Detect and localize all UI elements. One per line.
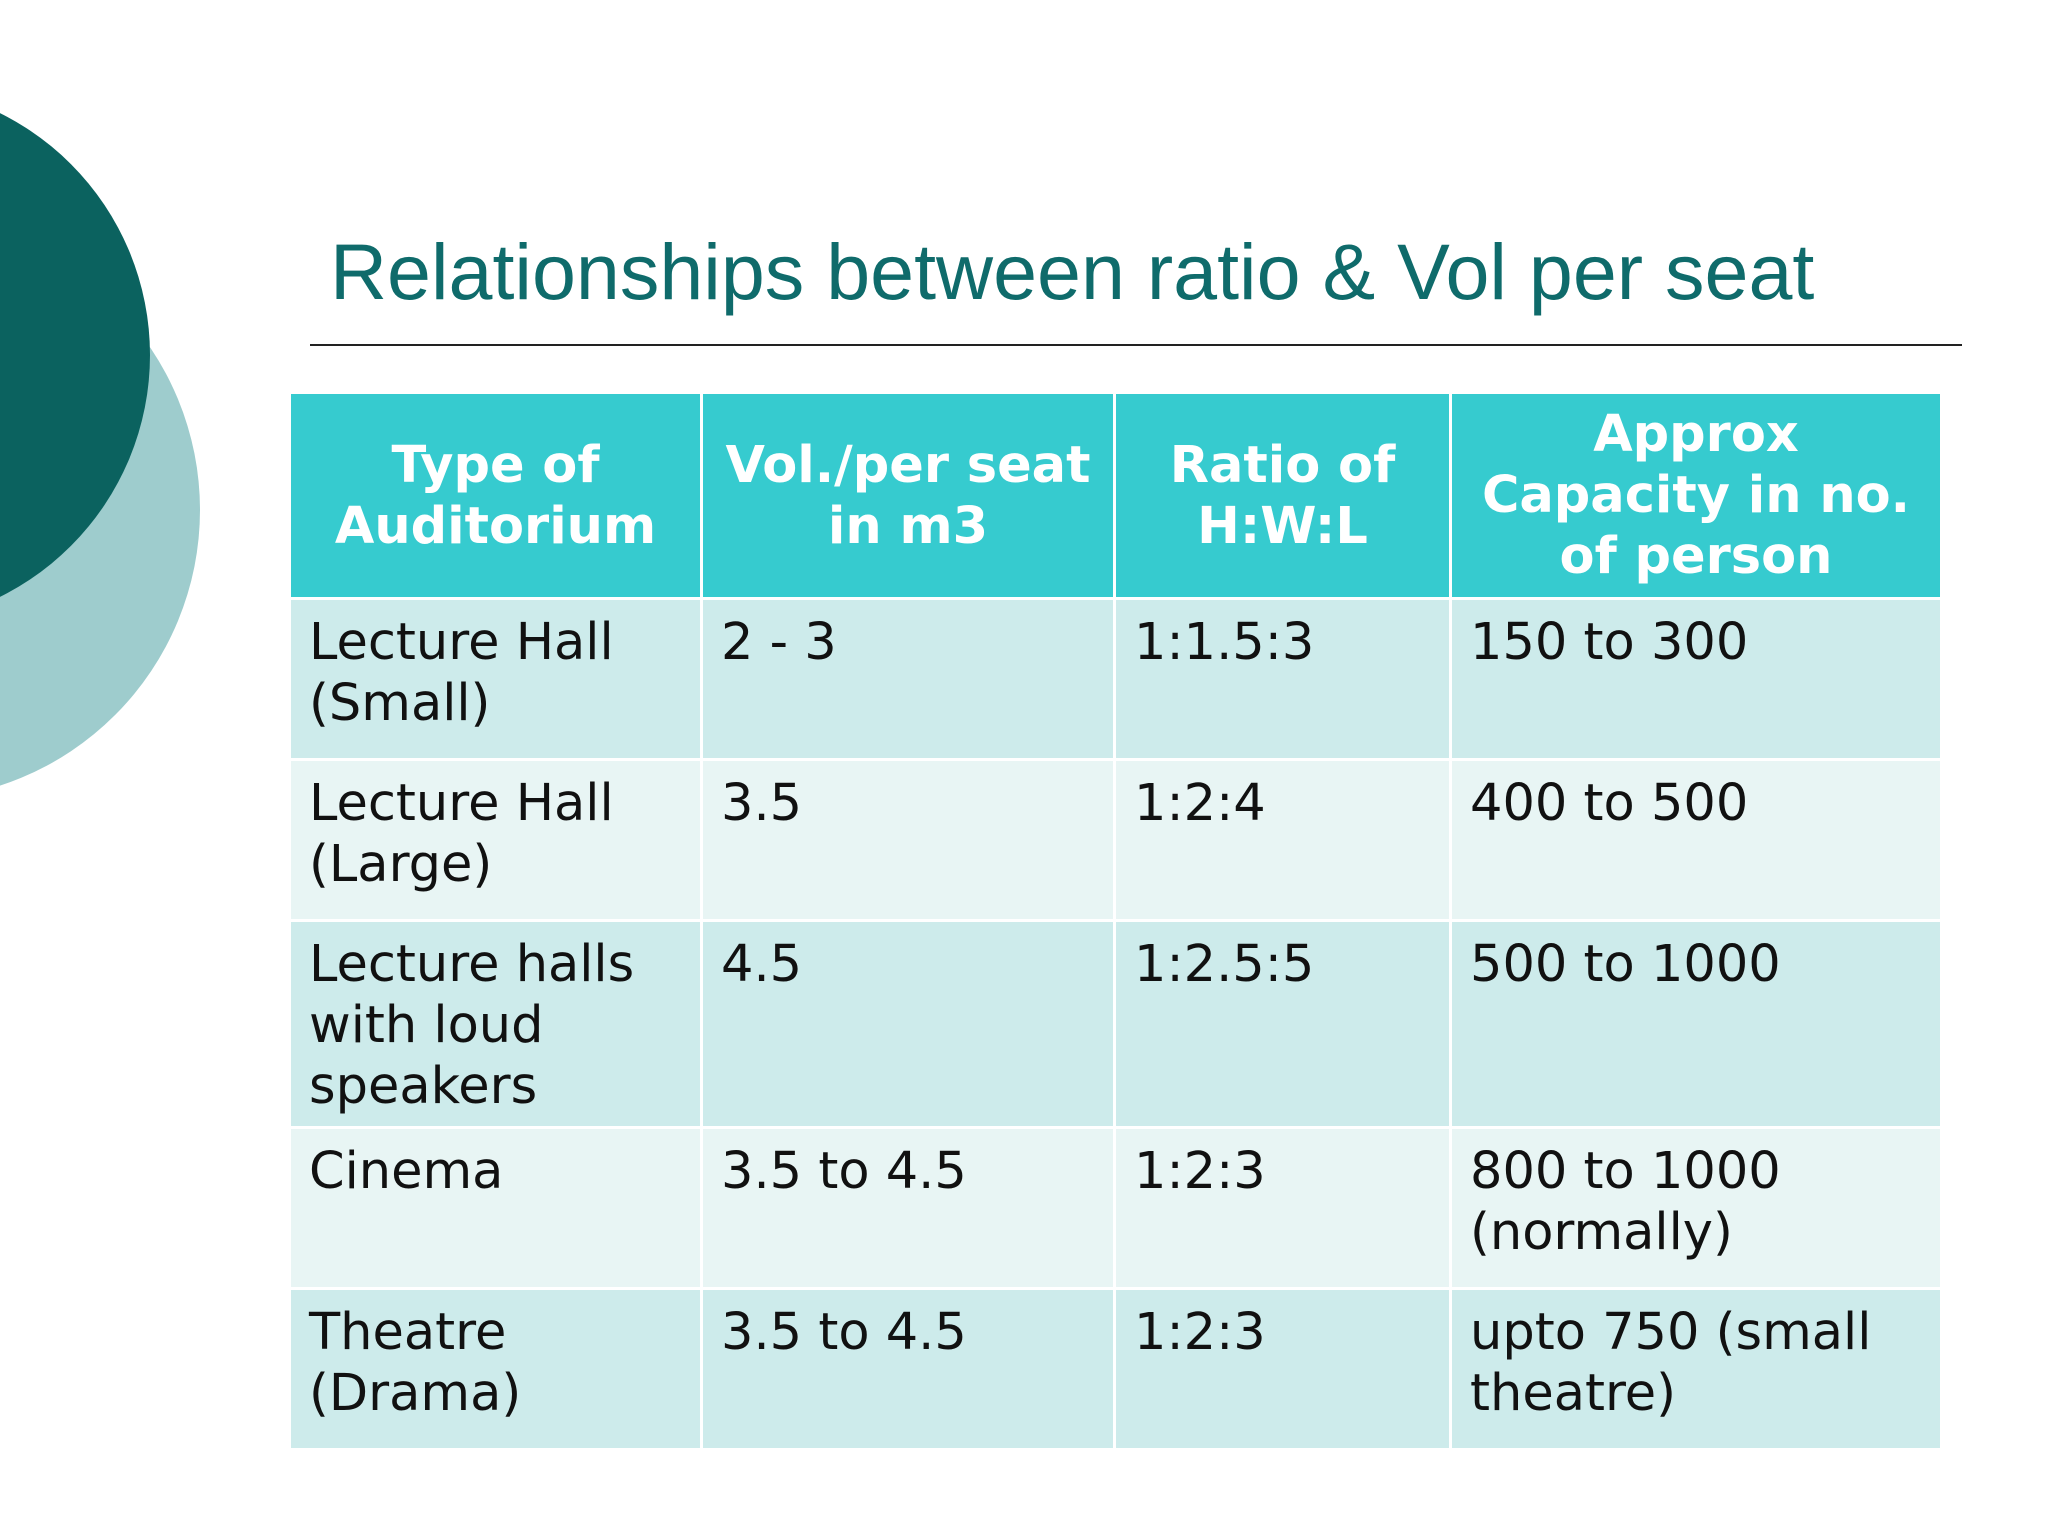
- header-vol-per-seat: Vol./per seat in m3: [700, 391, 1116, 600]
- cell-capacity: 400 to 500: [1449, 758, 1943, 922]
- slide-title: Relationships between ratio & Vol per se…: [330, 227, 1815, 316]
- cell-capacity: upto 750 (small theatre): [1449, 1287, 1943, 1451]
- header-approx-capacity: Approx Capacity in no. of person: [1449, 391, 1943, 600]
- dark-teal-circle: [0, 113, 150, 597]
- cell-type: Lecture Hall (Small): [288, 597, 703, 761]
- table-row: Lecture Hall (Large) 3.5 1:2:4 400 to 50…: [288, 758, 1943, 922]
- cell-vol: 3.5 to 4.5: [700, 1287, 1116, 1451]
- table-row: Lecture halls with loud speakers 4.5 1:2…: [288, 919, 1943, 1129]
- cell-capacity: 800 to 1000 (normally): [1449, 1126, 1943, 1290]
- cell-vol: 3.5 to 4.5: [700, 1126, 1116, 1290]
- table-row: Theatre (Drama) 3.5 to 4.5 1:2:3 upto 75…: [288, 1287, 1943, 1451]
- auditorium-table: Type of Auditorium Vol./per seat in m3 R…: [288, 391, 1943, 1451]
- table-row: Cinema 3.5 to 4.5 1:2:3 800 to 1000 (nor…: [288, 1126, 1943, 1290]
- cell-type: Lecture halls with loud speakers: [288, 919, 703, 1129]
- table-header-row: Type of Auditorium Vol./per seat in m3 R…: [288, 391, 1943, 600]
- cell-vol: 3.5: [700, 758, 1116, 922]
- cell-capacity: 500 to 1000: [1449, 919, 1943, 1129]
- table-row: Lecture Hall (Small) 2 - 3 1:1.5:3 150 t…: [288, 597, 1943, 761]
- cell-vol: 4.5: [700, 919, 1116, 1129]
- cell-type: Lecture Hall (Large): [288, 758, 703, 922]
- cell-vol: 2 - 3: [700, 597, 1116, 761]
- cell-capacity: 150 to 300: [1449, 597, 1943, 761]
- cell-ratio: 1:2:4: [1113, 758, 1452, 922]
- cell-ratio: 1:1.5:3: [1113, 597, 1452, 761]
- cell-ratio: 1:2:3: [1113, 1287, 1452, 1451]
- cell-type: Theatre (Drama): [288, 1287, 703, 1451]
- title-divider: [310, 344, 1962, 346]
- cell-type: Cinema: [288, 1126, 703, 1290]
- cell-ratio: 1:2:3: [1113, 1126, 1452, 1290]
- decorative-circles: [0, 113, 200, 786]
- header-type-of-auditorium: Type of Auditorium: [288, 391, 703, 600]
- header-ratio-hwl: Ratio of H:W:L: [1113, 391, 1452, 600]
- cell-ratio: 1:2.5:5: [1113, 919, 1452, 1129]
